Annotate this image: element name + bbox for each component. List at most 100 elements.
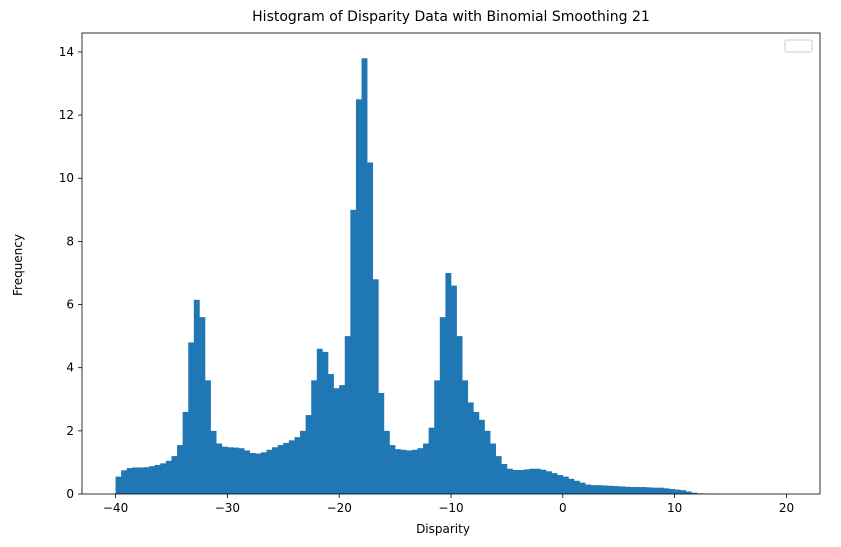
bars-group bbox=[115, 58, 793, 494]
histogram-bar bbox=[590, 485, 597, 494]
histogram-bar bbox=[607, 485, 614, 494]
histogram-bar bbox=[277, 445, 284, 494]
histogram-bar bbox=[546, 471, 552, 494]
y-axis-label: Frequency bbox=[11, 234, 25, 296]
histogram-bar bbox=[512, 470, 519, 494]
histogram-bar bbox=[367, 162, 374, 494]
histogram-bar bbox=[137, 467, 144, 494]
histogram-bar bbox=[316, 348, 323, 494]
histogram-bar bbox=[518, 470, 524, 494]
histogram-bar bbox=[568, 478, 575, 494]
histogram-bar bbox=[585, 484, 592, 494]
histogram-bar bbox=[501, 464, 508, 494]
histogram-bar bbox=[260, 452, 267, 494]
histogram-bar bbox=[400, 449, 407, 494]
y-tick-label: 6 bbox=[66, 298, 74, 312]
histogram-bar bbox=[551, 473, 558, 494]
histogram-bar bbox=[629, 487, 636, 494]
histogram-bar bbox=[579, 482, 586, 494]
histogram-bar bbox=[451, 285, 457, 494]
histogram-bar bbox=[540, 469, 547, 494]
histogram-bar bbox=[428, 427, 435, 494]
histogram-bar bbox=[266, 449, 273, 494]
x-tick-label: −30 bbox=[215, 501, 240, 515]
histogram-bar bbox=[378, 392, 385, 494]
histogram-bar bbox=[641, 487, 647, 494]
histogram-bar bbox=[574, 480, 580, 494]
histogram-bar bbox=[272, 447, 278, 494]
plot-frame bbox=[81, 32, 821, 495]
histogram-bar bbox=[350, 209, 357, 494]
histogram-bar bbox=[529, 468, 536, 494]
histogram-bar bbox=[210, 430, 217, 494]
histogram-bar bbox=[283, 442, 290, 494]
y-tick-label: 10 bbox=[59, 171, 74, 185]
histogram-bar bbox=[652, 487, 659, 494]
histogram-bar bbox=[490, 443, 497, 494]
histogram-bar bbox=[439, 317, 446, 494]
histogram-bar bbox=[361, 58, 368, 494]
histogram-bar bbox=[216, 443, 223, 494]
histogram-bar bbox=[613, 486, 620, 494]
histogram-bar bbox=[344, 336, 351, 494]
histogram-bar bbox=[663, 488, 670, 494]
histogram-bar bbox=[154, 464, 161, 494]
histogram-bar bbox=[199, 317, 206, 494]
histogram-bar bbox=[395, 449, 401, 494]
histogram-bar bbox=[143, 467, 150, 494]
x-tick-label: 20 bbox=[779, 501, 794, 515]
histogram-bar bbox=[355, 99, 362, 494]
histogram-bar bbox=[188, 342, 195, 494]
histogram-bar bbox=[484, 430, 491, 494]
histogram-bar bbox=[149, 466, 155, 494]
histogram-bar bbox=[624, 486, 631, 494]
histogram-bar bbox=[506, 468, 513, 494]
histogram-bar bbox=[657, 487, 664, 494]
histogram-bar bbox=[126, 468, 133, 494]
histogram-bar bbox=[417, 448, 424, 494]
x-tick-label: −40 bbox=[103, 501, 128, 515]
histogram-bar bbox=[685, 491, 692, 494]
histogram-bar bbox=[328, 374, 334, 494]
histogram-bar bbox=[177, 445, 183, 494]
histogram-bar bbox=[255, 453, 262, 494]
x-axis-label: Disparity bbox=[416, 522, 470, 536]
histogram-bar bbox=[534, 468, 541, 494]
histogram-bar bbox=[596, 485, 603, 494]
histogram-bar bbox=[333, 388, 340, 494]
histogram-bar bbox=[372, 279, 379, 494]
histogram-bar bbox=[434, 380, 441, 494]
y-tick-label: 2 bbox=[66, 424, 74, 438]
histogram-bar bbox=[691, 492, 698, 494]
x-tick-label: 0 bbox=[559, 501, 567, 515]
histogram-bar bbox=[232, 447, 239, 494]
x-tick-label: −10 bbox=[438, 501, 463, 515]
histogram-bar bbox=[305, 415, 312, 494]
histogram-bar bbox=[294, 437, 301, 494]
histogram-bar bbox=[171, 456, 178, 494]
y-tick-label: 4 bbox=[66, 361, 74, 375]
histogram-bar bbox=[383, 430, 390, 494]
histogram-bar bbox=[238, 448, 245, 494]
histogram-bar bbox=[473, 411, 480, 494]
histogram-bar bbox=[478, 419, 485, 494]
histogram-bar bbox=[669, 488, 675, 494]
histogram-bar bbox=[160, 463, 167, 494]
histogram-bar bbox=[680, 490, 687, 494]
chart-title: Histogram of Disparity Data with Binomia… bbox=[252, 9, 650, 25]
histogram-bar bbox=[557, 475, 564, 494]
histogram-bar bbox=[411, 449, 418, 494]
histogram-bar bbox=[523, 469, 530, 494]
y-tick-label: 8 bbox=[66, 234, 74, 248]
histogram-bar bbox=[165, 460, 172, 494]
histogram-bar bbox=[423, 443, 429, 494]
histogram-bar bbox=[311, 380, 318, 494]
histogram-bar bbox=[249, 452, 256, 494]
histogram-bar bbox=[462, 380, 469, 494]
histogram-bar bbox=[115, 476, 122, 494]
histogram-bar bbox=[205, 380, 211, 494]
histogram-bar bbox=[601, 485, 608, 494]
y-tick-label: 0 bbox=[66, 487, 74, 501]
histogram-bar bbox=[445, 272, 452, 494]
